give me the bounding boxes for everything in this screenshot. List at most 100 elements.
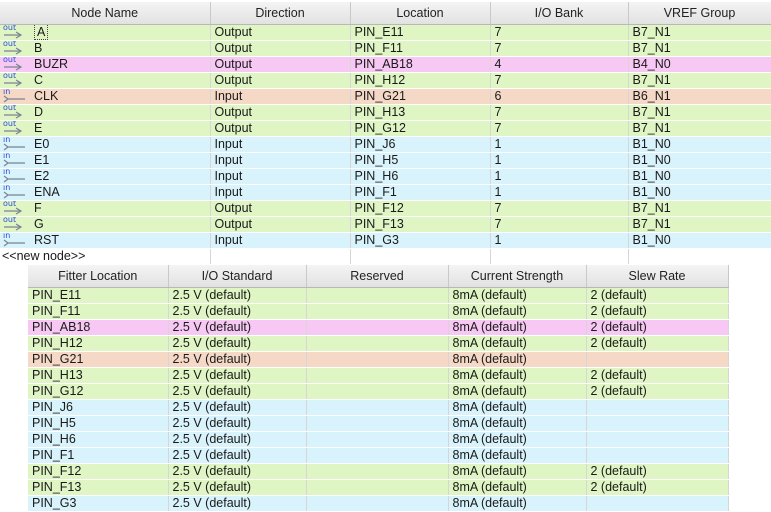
pin-row[interactable]: out BUZR Output PIN_AB18 4 B4_N0 [0, 56, 771, 73]
io-bank-cell[interactable]: 1 [490, 184, 629, 201]
vref-group-cell[interactable]: B7_N1 [628, 104, 771, 121]
fitter-row[interactable]: PIN_AB18 2.5 V (default) 8mA (default) 2 (d… [28, 319, 729, 336]
vref-group-cell[interactable]: B1_N0 [628, 184, 771, 201]
slew-rate-cell[interactable] [586, 399, 729, 416]
location-cell[interactable]: PIN_G21 [350, 88, 491, 105]
slew-rate-cell[interactable]: 2 (default) [586, 287, 729, 304]
fitter-location-cell[interactable]: PIN_H13 [28, 367, 169, 384]
fitter-location-cell[interactable]: PIN_G12 [28, 383, 169, 400]
location-cell[interactable]: PIN_H5 [350, 152, 491, 169]
node-name-cell[interactable]: in E0 [0, 136, 211, 153]
node-name-cell[interactable]: out E [0, 120, 211, 137]
reserved-cell[interactable] [306, 287, 449, 304]
direction-cell[interactable]: Output [210, 24, 351, 41]
fitter-row[interactable]: PIN_F1 2.5 V (default) 8mA (default) [28, 447, 729, 464]
io-bank-cell[interactable]: 7 [490, 120, 629, 137]
pin-row[interactable]: in E2 Input PIN_H6 1 B1_N0 [0, 168, 771, 185]
io-standard-cell[interactable]: 2.5 V (default) [168, 479, 307, 496]
vref-group-cell[interactable]: B1_N0 [628, 152, 771, 169]
current-strength-cell[interactable]: 8mA (default) [448, 335, 587, 352]
empty-cell[interactable] [350, 248, 491, 265]
io-standard-cell[interactable]: 2.5 V (default) [168, 303, 307, 320]
location-cell[interactable]: PIN_H13 [350, 104, 491, 121]
direction-cell[interactable]: Input [210, 136, 351, 153]
vref-group-cell[interactable]: B1_N0 [628, 168, 771, 185]
column-header-io-standard[interactable]: I/O Standard [168, 265, 307, 288]
node-name-cell[interactable]: out G [0, 216, 211, 233]
column-header-fitter-location[interactable]: Fitter Location [28, 265, 169, 288]
column-header-slew-rate[interactable]: Slew Rate [586, 265, 729, 288]
reserved-cell[interactable] [306, 495, 449, 512]
pin-row[interactable]: in CLK Input PIN_G21 6 B6_N1 [0, 88, 771, 105]
node-name-cell[interactable]: in ENA [0, 184, 211, 201]
fitter-location-cell[interactable]: PIN_H6 [28, 431, 169, 448]
vref-group-cell[interactable]: B1_N0 [628, 136, 771, 153]
node-name-cell[interactable]: out F [0, 200, 211, 217]
node-name-cell[interactable]: out B [0, 40, 211, 57]
io-standard-cell[interactable]: 2.5 V (default) [168, 447, 307, 464]
reserved-cell[interactable] [306, 335, 449, 352]
reserved-cell[interactable] [306, 383, 449, 400]
fitter-row[interactable]: PIN_G21 2.5 V (default) 8mA (default) [28, 351, 729, 368]
reserved-cell[interactable] [306, 351, 449, 368]
current-strength-cell[interactable]: 8mA (default) [448, 367, 587, 384]
vref-group-cell[interactable]: B6_N1 [628, 88, 771, 105]
io-standard-cell[interactable]: 2.5 V (default) [168, 415, 307, 432]
current-strength-cell[interactable]: 8mA (default) [448, 447, 587, 464]
column-header-io-bank[interactable]: I/O Bank [490, 2, 629, 25]
location-cell[interactable]: PIN_E11 [350, 24, 491, 41]
node-name-cell[interactable]: out C [0, 72, 211, 89]
slew-rate-cell[interactable]: 2 (default) [586, 335, 729, 352]
fitter-row[interactable]: PIN_G12 2.5 V (default) 8mA (default) 2 (de… [28, 383, 729, 400]
current-strength-cell[interactable]: 8mA (default) [448, 415, 587, 432]
current-strength-cell[interactable]: 8mA (default) [448, 319, 587, 336]
node-name-cell[interactable]: out BUZR [0, 56, 211, 73]
io-bank-cell[interactable]: 4 [490, 56, 629, 73]
node-name-cell[interactable]: in CLK [0, 88, 211, 105]
empty-cell[interactable] [210, 248, 351, 265]
current-strength-cell[interactable]: 8mA (default) [448, 479, 587, 496]
pin-row[interactable]: out D Output PIN_H13 7 B7_N1 [0, 104, 771, 121]
reserved-cell[interactable] [306, 447, 449, 464]
current-strength-cell[interactable]: 8mA (default) [448, 287, 587, 304]
column-header-current-strength[interactable]: Current Strength [448, 265, 587, 288]
pin-row[interactable]: out F Output PIN_F12 7 B7_N1 [0, 200, 771, 217]
io-standard-cell[interactable]: 2.5 V (default) [168, 383, 307, 400]
direction-cell[interactable]: Output [210, 72, 351, 89]
direction-cell[interactable]: Input [210, 184, 351, 201]
direction-cell[interactable]: Output [210, 104, 351, 121]
slew-rate-cell[interactable]: 2 (default) [586, 319, 729, 336]
current-strength-cell[interactable]: 8mA (default) [448, 431, 587, 448]
io-bank-cell[interactable]: 7 [490, 104, 629, 121]
fitter-row[interactable]: PIN_H5 2.5 V (default) 8mA (default) [28, 415, 729, 432]
slew-rate-cell[interactable]: 2 (default) [586, 383, 729, 400]
vref-group-cell[interactable]: B7_N1 [628, 216, 771, 233]
io-bank-cell[interactable]: 1 [490, 232, 629, 249]
fitter-row[interactable]: PIN_E11 2.5 V (default) 8mA (default) 2 (de… [28, 287, 729, 304]
pin-row[interactable]: in ENA Input PIN_F1 1 B1_N0 [0, 184, 771, 201]
vref-group-cell[interactable]: B4_N0 [628, 56, 771, 73]
io-bank-cell[interactable]: 6 [490, 88, 629, 105]
slew-rate-cell[interactable] [586, 447, 729, 464]
current-strength-cell[interactable]: 8mA (default) [448, 463, 587, 480]
slew-rate-cell[interactable] [586, 495, 729, 512]
location-cell[interactable]: PIN_F11 [350, 40, 491, 57]
empty-cell[interactable] [628, 248, 771, 265]
pin-row[interactable]: in E0 Input PIN_J6 1 B1_N0 [0, 136, 771, 153]
current-strength-cell[interactable]: 8mA (default) [448, 399, 587, 416]
current-strength-cell[interactable]: 8mA (default) [448, 383, 587, 400]
fitter-location-cell[interactable]: PIN_F13 [28, 479, 169, 496]
node-name-cell[interactable]: out D [0, 104, 211, 121]
fitter-location-cell[interactable]: PIN_F1 [28, 447, 169, 464]
empty-cell[interactable] [490, 248, 629, 265]
io-standard-cell[interactable]: 2.5 V (default) [168, 463, 307, 480]
reserved-cell[interactable] [306, 303, 449, 320]
slew-rate-cell[interactable]: 2 (default) [586, 303, 729, 320]
node-name-cell[interactable]: out A [0, 24, 211, 41]
vref-group-cell[interactable]: B7_N1 [628, 120, 771, 137]
location-cell[interactable]: PIN_AB18 [350, 56, 491, 73]
io-bank-cell[interactable]: 7 [490, 200, 629, 217]
fitter-row[interactable]: PIN_H6 2.5 V (default) 8mA (default) [28, 431, 729, 448]
location-cell[interactable]: PIN_G3 [350, 232, 491, 249]
direction-cell[interactable]: Output [210, 40, 351, 57]
